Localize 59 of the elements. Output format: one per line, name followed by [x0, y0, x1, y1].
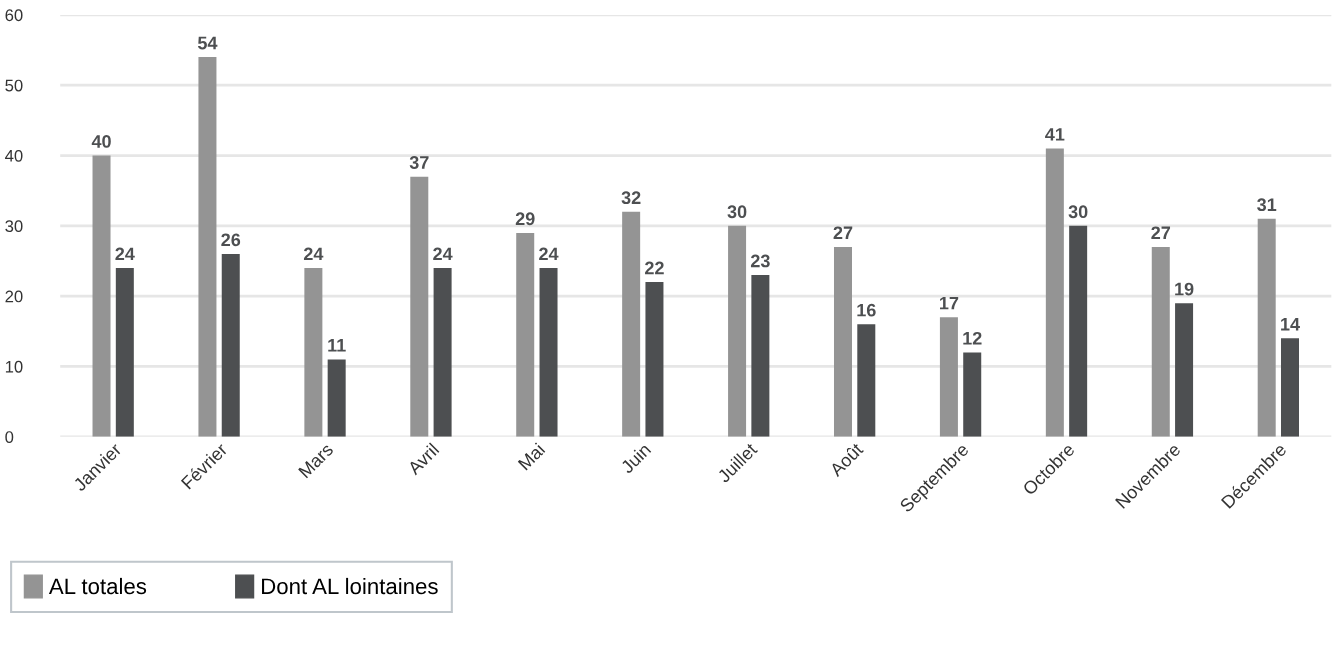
data-label: 19	[1175, 282, 1194, 296]
data-label: 30	[727, 205, 747, 219]
bar	[433, 268, 452, 437]
bar	[1045, 148, 1064, 437]
x-tick-label: Mai	[517, 442, 546, 471]
y-tick-label: 30	[5, 220, 23, 233]
data-label: 23	[750, 254, 770, 268]
bar	[1281, 338, 1299, 437]
bar	[1175, 303, 1194, 437]
data-label: 27	[833, 226, 853, 240]
y-tick-label: 10	[5, 360, 23, 373]
data-label: 14	[1281, 318, 1300, 331]
legend-label: AL totales	[48, 577, 147, 595]
data-label: 31	[1257, 198, 1277, 212]
data-label: 30	[1068, 205, 1088, 219]
data-label: 29	[515, 212, 535, 226]
data-label: 40	[91, 135, 111, 148]
bar	[939, 317, 958, 437]
bar	[410, 176, 429, 437]
bar	[1069, 225, 1088, 437]
bar	[857, 324, 876, 437]
x-tick-label: Juin	[619, 442, 652, 475]
data-label: 27	[1151, 226, 1171, 240]
bar	[198, 57, 217, 437]
data-label: 37	[409, 156, 429, 169]
data-label: 24	[539, 247, 559, 261]
bar	[833, 246, 852, 437]
bar	[539, 268, 558, 437]
legend-label: Dont AL lointaines	[262, 577, 438, 595]
bar	[516, 232, 535, 437]
data-label: 24	[433, 247, 453, 261]
data-label: 11	[328, 339, 346, 352]
bar	[963, 352, 982, 437]
data-label: 54	[197, 36, 218, 50]
data-label: 16	[857, 303, 876, 317]
bar	[622, 211, 641, 437]
bar	[728, 225, 747, 437]
bar	[751, 275, 770, 437]
y-tick-label: 60	[5, 9, 23, 22]
data-label: 26	[221, 233, 241, 247]
bar	[304, 268, 323, 437]
bar	[115, 268, 134, 437]
bar	[645, 282, 664, 437]
data-label: 41	[1045, 128, 1065, 141]
data-label: 32	[621, 191, 641, 205]
y-tick-label: 40	[5, 149, 23, 162]
bar	[1257, 218, 1276, 437]
bar	[92, 155, 111, 437]
data-label: 17	[940, 296, 959, 310]
data-label: 22	[645, 261, 664, 275]
bar	[327, 359, 346, 437]
y-tick-label: 0	[5, 431, 14, 443]
data-label: 12	[963, 331, 982, 345]
y-tick-label: 20	[5, 290, 23, 303]
bar	[1151, 246, 1170, 437]
bar	[221, 253, 240, 437]
data-label: 24	[303, 247, 324, 261]
y-tick-label: 50	[5, 79, 23, 92]
data-label: 24	[115, 247, 135, 261]
